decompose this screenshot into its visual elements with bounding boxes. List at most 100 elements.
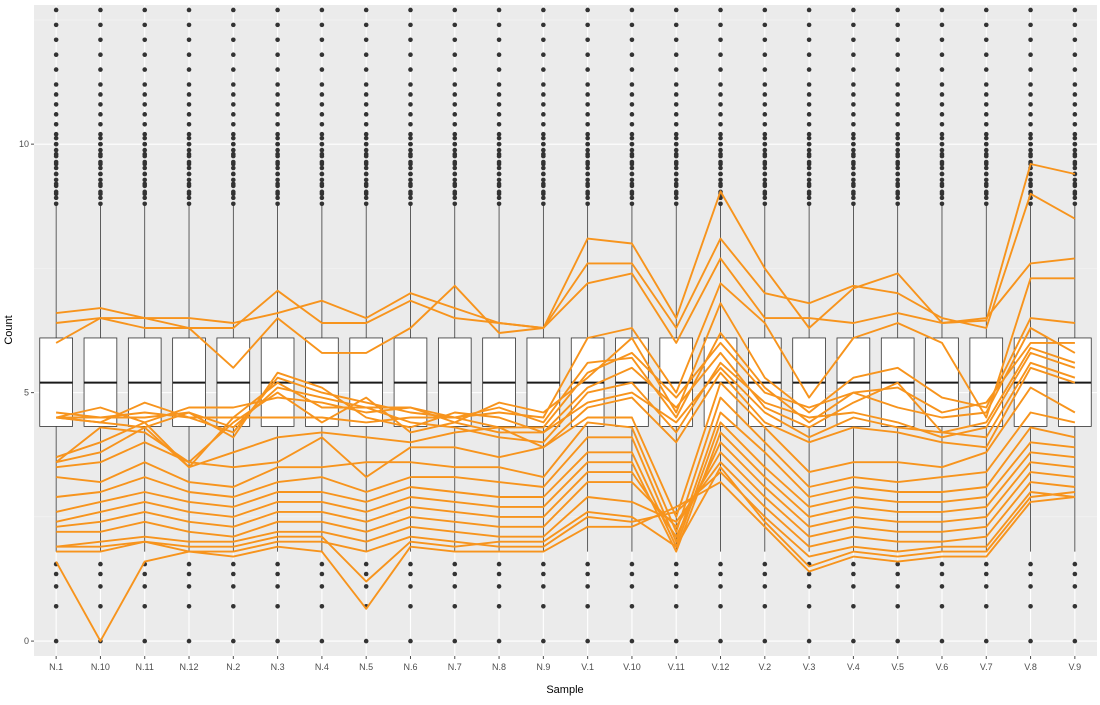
- outlier-point: [1072, 121, 1078, 127]
- outlier-point: [585, 82, 590, 87]
- outlier-point: [541, 102, 546, 107]
- outlier-point: [452, 195, 458, 201]
- outlier-point: [806, 604, 812, 609]
- x-tick-label: N.12: [180, 662, 199, 672]
- outlier-point: [452, 604, 458, 609]
- outlier-point: [408, 584, 413, 589]
- outlier-point: [851, 131, 856, 137]
- sample-profile-line: [55, 431, 1076, 553]
- outlier-point: [806, 112, 812, 117]
- outlier-point: [541, 37, 546, 43]
- outlier-point: [718, 177, 723, 183]
- outlier-point: [585, 37, 590, 43]
- outlier-point: [98, 171, 103, 177]
- outlier-point: [1072, 584, 1078, 589]
- outlier-point: [319, 171, 325, 177]
- outlier-point: [186, 7, 192, 13]
- outlier-point: [585, 141, 590, 147]
- outlier-point: [231, 141, 236, 147]
- outlier-point: [275, 141, 280, 147]
- outlier-point: [762, 121, 768, 127]
- outlier-point: [408, 92, 413, 97]
- outlier-point: [319, 102, 325, 107]
- outlier-point: [541, 92, 546, 97]
- outlier-point: [718, 82, 723, 87]
- outlier-point: [541, 195, 546, 201]
- outlier-point: [142, 201, 148, 207]
- sample-profile-line: [55, 257, 1076, 369]
- outlier-point: [585, 67, 590, 72]
- outlier-point: [319, 165, 325, 171]
- outlier-point: [673, 638, 679, 644]
- outlier-point: [585, 7, 590, 13]
- outlier-point: [408, 112, 413, 117]
- outlier-point: [718, 102, 723, 107]
- outlier-point: [983, 121, 989, 127]
- outlier-point: [53, 159, 59, 165]
- outlier-point: [1072, 22, 1078, 28]
- outlier-point: [939, 201, 945, 207]
- outlier-point: [186, 195, 192, 201]
- outlier-point: [408, 165, 413, 171]
- outlier-point: [231, 189, 236, 195]
- x-tick-label: N.5: [359, 662, 373, 672]
- outlier-point: [939, 604, 945, 609]
- outlier-point: [939, 195, 945, 201]
- outlier-point: [496, 183, 502, 189]
- sample-profile-line: [55, 396, 1076, 533]
- outlier-point: [98, 7, 103, 13]
- outlier-point: [851, 141, 856, 147]
- outlier-point: [585, 561, 590, 567]
- outlier-point: [53, 177, 59, 183]
- outlier-point: [319, 604, 325, 609]
- outlier-point: [629, 52, 635, 57]
- outlier-point: [275, 189, 280, 195]
- outlier-point: [98, 82, 103, 87]
- outlier-point: [363, 37, 369, 43]
- outlier-point: [585, 201, 590, 207]
- outlier-point: [762, 112, 768, 117]
- outlier-point: [408, 67, 413, 72]
- outlier-point: [851, 147, 856, 153]
- outlier-point: [275, 92, 280, 97]
- outlier-point: [673, 67, 679, 72]
- sample-profile-line: [56, 471, 1076, 558]
- outlier-point: [319, 22, 325, 28]
- outlier-point: [1072, 147, 1078, 153]
- outlier-point: [718, 121, 723, 127]
- outlier-point: [585, 131, 590, 137]
- outlier-point: [186, 135, 192, 141]
- outlier-point: [1028, 159, 1033, 165]
- outlier-point: [673, 183, 679, 189]
- outlier-point: [53, 165, 59, 171]
- sample-profile-line: [55, 361, 1076, 464]
- outlier-point: [363, 147, 369, 153]
- outlier-point: [895, 37, 900, 43]
- outlier-point: [1072, 571, 1078, 577]
- outlier-point: [629, 141, 635, 147]
- outlier-point: [53, 7, 59, 13]
- outlier-point: [629, 189, 635, 195]
- outlier-point: [806, 584, 812, 589]
- outlier-point: [275, 82, 280, 87]
- outlier-point: [629, 121, 635, 127]
- outlier-point: [673, 102, 679, 107]
- sample-profile-line: [55, 411, 1076, 543]
- outlier-point: [895, 141, 900, 147]
- outlier-point: [186, 165, 192, 171]
- outlier-point: [1072, 52, 1078, 57]
- outlier-point: [53, 183, 59, 189]
- outlier-point: [806, 102, 812, 107]
- outlier-point: [98, 584, 103, 589]
- outlier-point: [673, 195, 679, 201]
- outlier-point: [363, 102, 369, 107]
- outlier-point: [939, 52, 945, 57]
- outlier-point: [851, 584, 856, 589]
- outlier-point: [851, 171, 856, 177]
- outlier-point: [53, 52, 59, 57]
- outlier-point: [319, 153, 325, 159]
- outlier-point: [363, 638, 369, 644]
- outlier-point: [673, 165, 679, 171]
- y-tick-label: 5: [24, 388, 29, 398]
- outlier-point: [1028, 92, 1033, 97]
